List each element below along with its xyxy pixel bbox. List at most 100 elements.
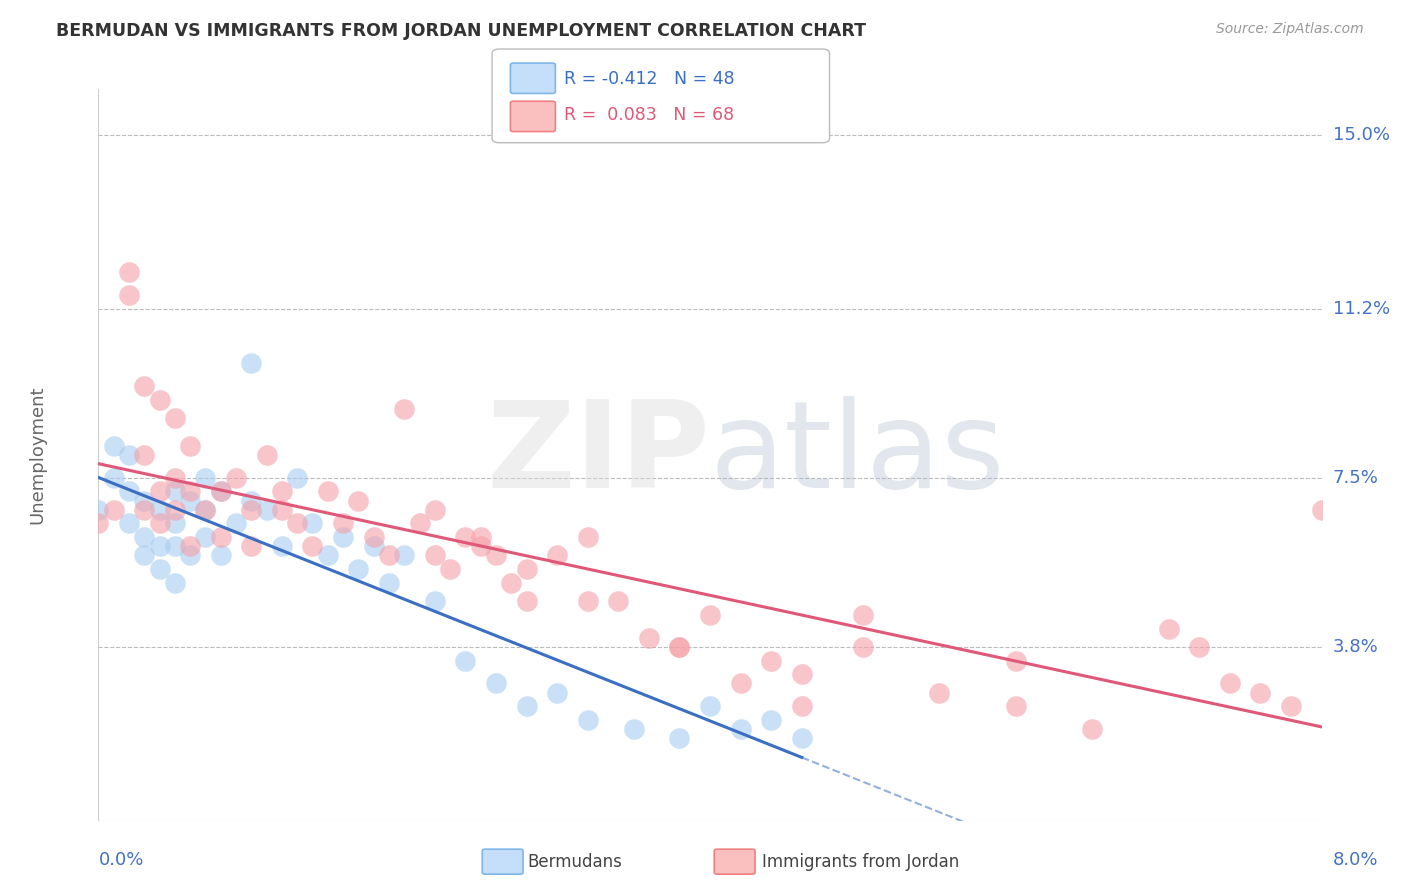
Point [270, 502, 294, 516]
Point [209, 484, 232, 499]
Point [118, 265, 141, 279]
Point [163, 539, 186, 553]
Point [332, 516, 354, 531]
Point [790, 731, 813, 746]
Point [163, 502, 186, 516]
Point [209, 484, 232, 499]
Point [118, 448, 141, 462]
Point [1004, 654, 1026, 668]
Point [87, 502, 110, 516]
Point [240, 502, 263, 516]
Point [363, 539, 385, 553]
Point [852, 640, 875, 654]
Point [378, 576, 401, 591]
Point [118, 516, 141, 531]
Text: 11.2%: 11.2% [1333, 300, 1391, 318]
Point [637, 631, 661, 645]
Point [1219, 676, 1241, 690]
Text: 3.8%: 3.8% [1333, 638, 1378, 656]
Point [149, 516, 172, 531]
Point [790, 667, 813, 681]
Point [1188, 640, 1211, 654]
Point [118, 484, 141, 499]
Point [378, 549, 401, 563]
Point [256, 502, 278, 516]
Point [546, 549, 568, 563]
Point [1249, 685, 1271, 699]
Point [118, 288, 141, 302]
Point [1157, 622, 1180, 636]
Point [149, 562, 172, 576]
Point [423, 549, 446, 563]
Point [516, 594, 538, 608]
Point [179, 549, 201, 563]
Text: Source: ZipAtlas.com: Source: ZipAtlas.com [1216, 22, 1364, 37]
Text: 8.0%: 8.0% [1333, 851, 1378, 869]
Point [316, 549, 339, 563]
Text: BERMUDAN VS IMMIGRANTS FROM JORDAN UNEMPLOYMENT CORRELATION CHART: BERMUDAN VS IMMIGRANTS FROM JORDAN UNEMP… [56, 22, 866, 40]
Point [256, 448, 278, 462]
Point [699, 699, 721, 714]
Point [194, 502, 217, 516]
Point [668, 640, 690, 654]
Point [163, 484, 186, 499]
Point [194, 502, 217, 516]
Point [149, 484, 172, 499]
Text: 0.0%: 0.0% [98, 851, 143, 869]
Point [576, 713, 599, 727]
Point [516, 699, 538, 714]
Text: Unemployment: Unemployment [28, 385, 46, 524]
Point [163, 516, 186, 531]
Point [668, 640, 690, 654]
Point [516, 562, 538, 576]
Point [347, 493, 370, 508]
Text: 15.0%: 15.0% [1333, 126, 1389, 144]
Point [392, 549, 416, 563]
Point [454, 530, 477, 544]
Point [149, 392, 172, 407]
Point [546, 685, 568, 699]
Point [423, 594, 446, 608]
Point [470, 539, 492, 553]
Point [194, 471, 217, 485]
Point [668, 731, 690, 746]
Point [134, 379, 156, 393]
Point [928, 685, 950, 699]
Point [392, 402, 416, 417]
Point [576, 594, 599, 608]
Point [759, 654, 782, 668]
Point [240, 356, 263, 371]
Point [790, 699, 813, 714]
Point [485, 676, 508, 690]
Point [730, 676, 752, 690]
Point [439, 562, 461, 576]
Point [301, 516, 323, 531]
Text: Bermudans: Bermudans [527, 853, 621, 871]
Point [240, 493, 263, 508]
Point [225, 516, 247, 531]
Point [179, 484, 201, 499]
Point [485, 549, 508, 563]
Point [501, 576, 523, 591]
Point [134, 549, 156, 563]
Point [285, 471, 308, 485]
Point [1279, 699, 1302, 714]
Point [454, 654, 477, 668]
Point [363, 530, 385, 544]
Point [163, 471, 186, 485]
Point [623, 723, 645, 737]
Point [149, 539, 172, 553]
Text: ZIP: ZIP [486, 396, 710, 514]
Point [240, 539, 263, 553]
Point [103, 439, 125, 453]
Point [347, 562, 370, 576]
Point [163, 411, 186, 425]
Point [301, 539, 323, 553]
Point [179, 539, 201, 553]
Point [134, 493, 156, 508]
Point [103, 471, 125, 485]
Point [852, 607, 875, 622]
Text: 7.5%: 7.5% [1333, 469, 1379, 487]
Point [103, 502, 125, 516]
Point [87, 516, 110, 531]
